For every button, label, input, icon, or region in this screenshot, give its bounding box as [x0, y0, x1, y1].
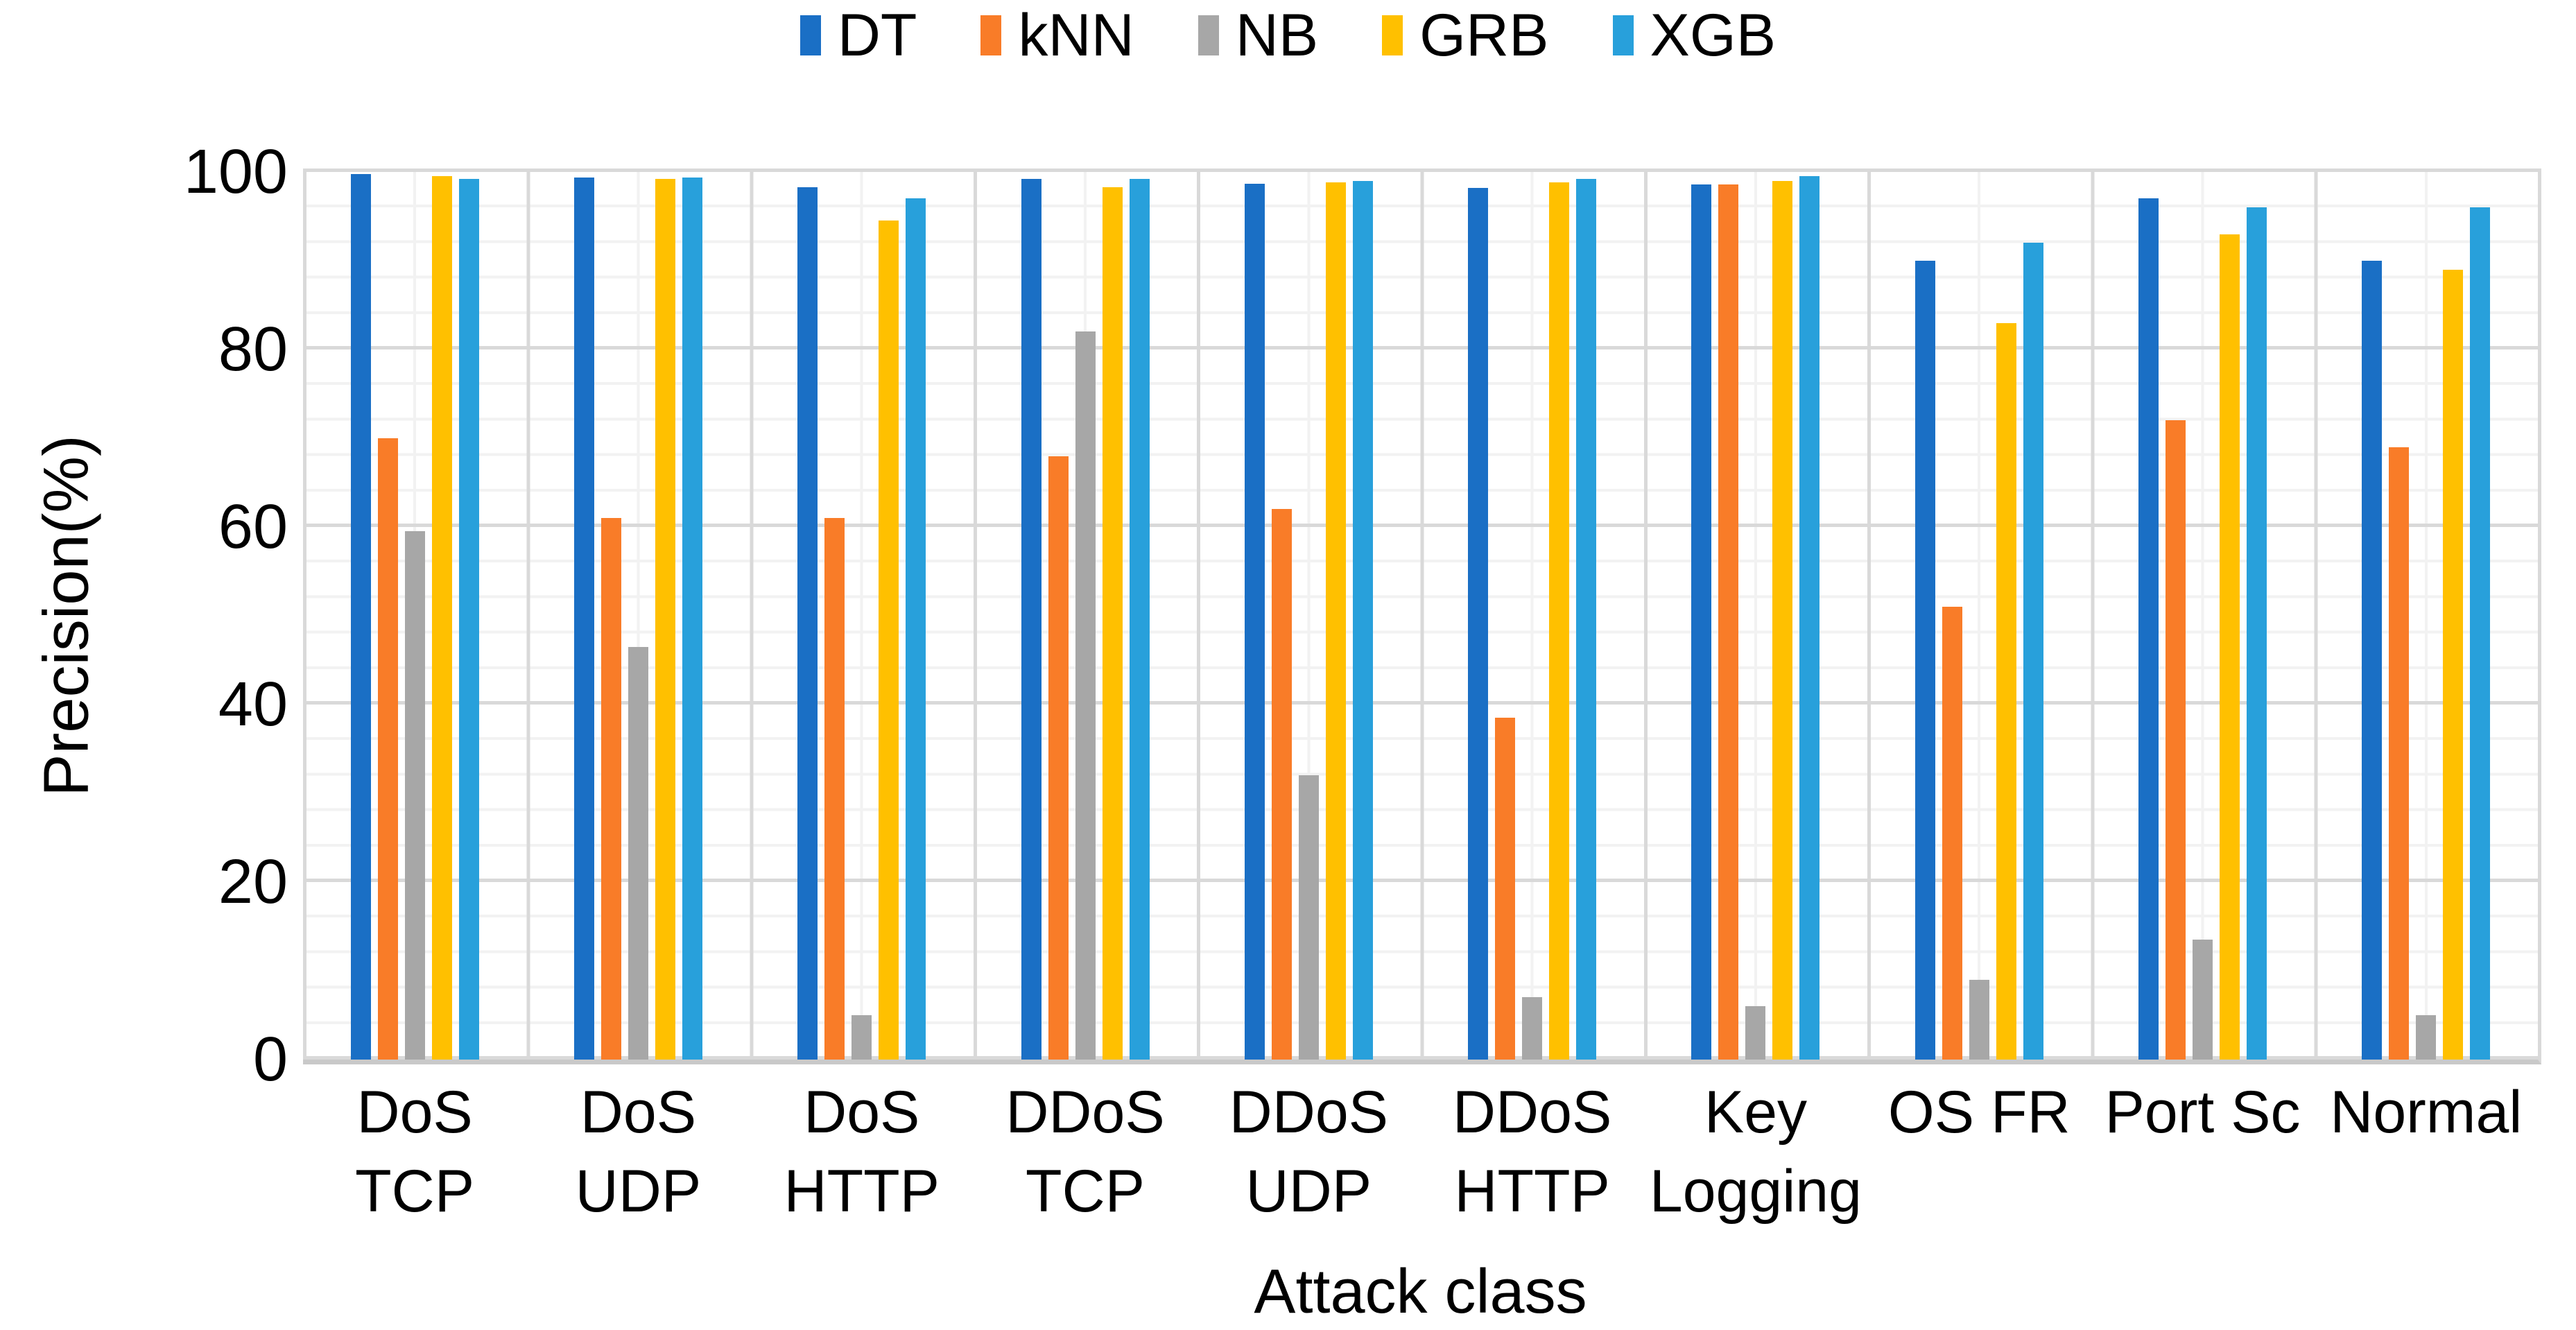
bar-NB-2 [628, 646, 648, 1060]
bar-XGB-3 [906, 198, 926, 1060]
x-tick-label-7: Key Logging [1649, 1079, 1862, 1225]
bar-group-5 [1197, 172, 1420, 1060]
bar-kNN-1 [377, 438, 398, 1060]
y-tick-100: 100 [183, 137, 288, 207]
bar-NB-6 [1522, 997, 1543, 1060]
x-tick-label-6: DDoS HTTP [1452, 1079, 1612, 1225]
bar-XGB-1 [458, 179, 479, 1060]
bar-XGB-9 [2247, 207, 2267, 1060]
bar-XGB-7 [1799, 176, 1820, 1060]
legend-item-XGB: XGB [1612, 2, 1777, 69]
bar-GRB-6 [1549, 182, 1570, 1060]
y-tick-80: 80 [218, 315, 288, 384]
legend-label: GRB [1419, 2, 1549, 69]
bar-GRB-7 [1772, 180, 1793, 1060]
bar-NB-4 [1075, 331, 1096, 1060]
bar-group-7 [1644, 172, 1867, 1060]
legend-swatch-GRB [1382, 15, 1403, 55]
bar-NB-5 [1298, 775, 1319, 1060]
legend-swatch-NB [1198, 15, 1219, 55]
bar-GRB-1 [431, 176, 452, 1060]
bar-group-6 [1420, 172, 1643, 1060]
x-axis-title: Attack class [1254, 1257, 1587, 1327]
bar-kNN-5 [1271, 509, 1292, 1060]
bar-kNN-8 [1942, 607, 1962, 1060]
bar-NB-8 [1969, 979, 1989, 1060]
x-tick-label-10: Normal [2330, 1079, 2523, 1146]
chart-legend: DT kNN NB GRB XGB [0, 6, 2576, 65]
legend-label: DT [837, 2, 917, 69]
x-tick-label-8: OS FR [1887, 1079, 2071, 1146]
bar-group-4 [974, 172, 1197, 1060]
bar-group-8 [1867, 172, 2091, 1060]
bar-XGB-2 [682, 177, 702, 1060]
bar-kNN-7 [1718, 184, 1739, 1060]
bar-GRB-4 [1102, 187, 1123, 1060]
bar-group-9 [2091, 172, 2314, 1060]
x-tick-label-9: Port Sc [2104, 1079, 2301, 1146]
bar-kNN-4 [1048, 456, 1069, 1060]
legend-item-GRB: GRB [1382, 2, 1549, 69]
bar-kNN-3 [824, 518, 845, 1060]
y-tick-20: 20 [218, 847, 288, 917]
bar-group-10 [2315, 172, 2538, 1060]
bar-group-2 [526, 172, 750, 1060]
bar-kNN-9 [2166, 420, 2186, 1060]
y-axis-title: Precision(%) [31, 435, 102, 797]
bar-GRB-2 [655, 179, 675, 1060]
bar-group-3 [750, 172, 974, 1060]
bar-DT-4 [1021, 179, 1041, 1060]
legend-swatch-XGB [1612, 15, 1634, 55]
legend-swatch-kNN [980, 15, 1002, 55]
bar-groups [303, 172, 2538, 1060]
legend-label: NB [1235, 2, 1319, 69]
bar-DT-9 [2138, 198, 2159, 1060]
legend-swatch-DT [799, 15, 821, 55]
legend-item-kNN: kNN [980, 6, 1134, 65]
legend-item-DT: DT [799, 2, 917, 69]
plot-area [303, 169, 2541, 1064]
legend-item-NB: NB [1198, 6, 1318, 65]
bar-NB-7 [1745, 1006, 1766, 1060]
bar-XGB-8 [2023, 243, 2043, 1060]
bar-DT-8 [1914, 261, 1935, 1060]
bar-GRB-5 [1325, 182, 1346, 1060]
bar-kNN-6 [1495, 718, 1516, 1060]
legend-label: kNN [1018, 2, 1134, 69]
x-tick-label-3: DoS HTTP [784, 1079, 940, 1225]
legend-label: XGB [1650, 2, 1777, 69]
bar-XGB-5 [1352, 180, 1373, 1060]
x-tick-label-1: DoS TCP [355, 1079, 475, 1225]
bar-GRB-8 [1996, 322, 2016, 1060]
bar-DT-7 [1691, 184, 1712, 1060]
bar-NB-10 [2416, 1015, 2437, 1060]
bar-NB-1 [404, 531, 425, 1060]
x-tick-label-5: DDoS UDP [1229, 1079, 1389, 1225]
bar-XGB-6 [1576, 179, 1597, 1060]
y-tick-0: 0 [252, 1025, 288, 1094]
bar-kNN-2 [600, 518, 621, 1060]
x-tick-label-4: DDoS TCP [1005, 1079, 1165, 1225]
bar-group-1 [303, 172, 526, 1060]
bar-GRB-10 [2443, 269, 2464, 1060]
y-tick-40: 40 [218, 670, 288, 739]
bar-DT-10 [2362, 261, 2383, 1060]
bar-DT-2 [573, 177, 594, 1060]
bar-XGB-4 [1129, 179, 1150, 1060]
x-tick-label-2: DoS UDP [575, 1079, 702, 1225]
bar-GRB-9 [2220, 234, 2240, 1060]
x-axis-labels: DoS TCP DoS UDP DoS HTTP DDoS TCP DDoS UDP DD… [303, 1073, 2538, 1231]
bar-NB-3 [852, 1015, 872, 1060]
bar-GRB-3 [879, 221, 899, 1060]
bar-DT-3 [797, 187, 818, 1060]
y-tick-60: 60 [218, 492, 288, 562]
bar-DT-1 [350, 173, 371, 1060]
bar-DT-5 [1244, 183, 1265, 1060]
bar-NB-9 [2193, 940, 2213, 1060]
bar-XGB-10 [2470, 207, 2491, 1060]
bar-DT-6 [1468, 188, 1489, 1060]
bar-kNN-10 [2389, 447, 2410, 1060]
